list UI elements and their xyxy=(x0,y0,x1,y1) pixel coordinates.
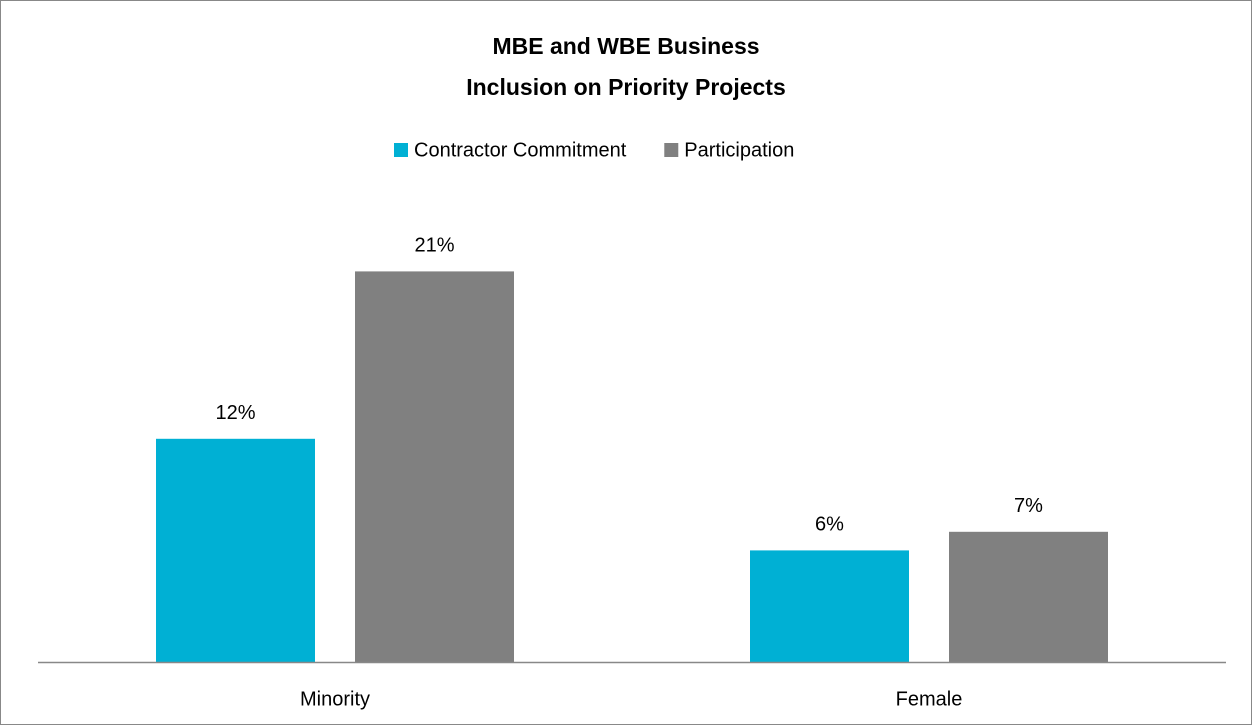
legend-swatch xyxy=(664,143,679,157)
value-label: 12% xyxy=(215,402,255,424)
legend-label: Contractor Commitment xyxy=(414,139,627,161)
value-label: 6% xyxy=(815,514,844,536)
chart-title: MBE and WBE Business xyxy=(492,33,759,59)
x-tick-label: Female xyxy=(896,688,963,710)
legend-swatch xyxy=(394,143,408,157)
bar xyxy=(156,438,315,662)
x-tick-label: Minority xyxy=(300,688,370,710)
value-label: 7% xyxy=(1014,495,1043,517)
value-label: 21% xyxy=(414,235,454,257)
legend-label: Participation xyxy=(684,139,794,161)
chart-title: Inclusion on Priority Projects xyxy=(466,74,786,100)
bar xyxy=(355,271,514,662)
bar xyxy=(750,550,909,662)
bar xyxy=(949,531,1108,662)
